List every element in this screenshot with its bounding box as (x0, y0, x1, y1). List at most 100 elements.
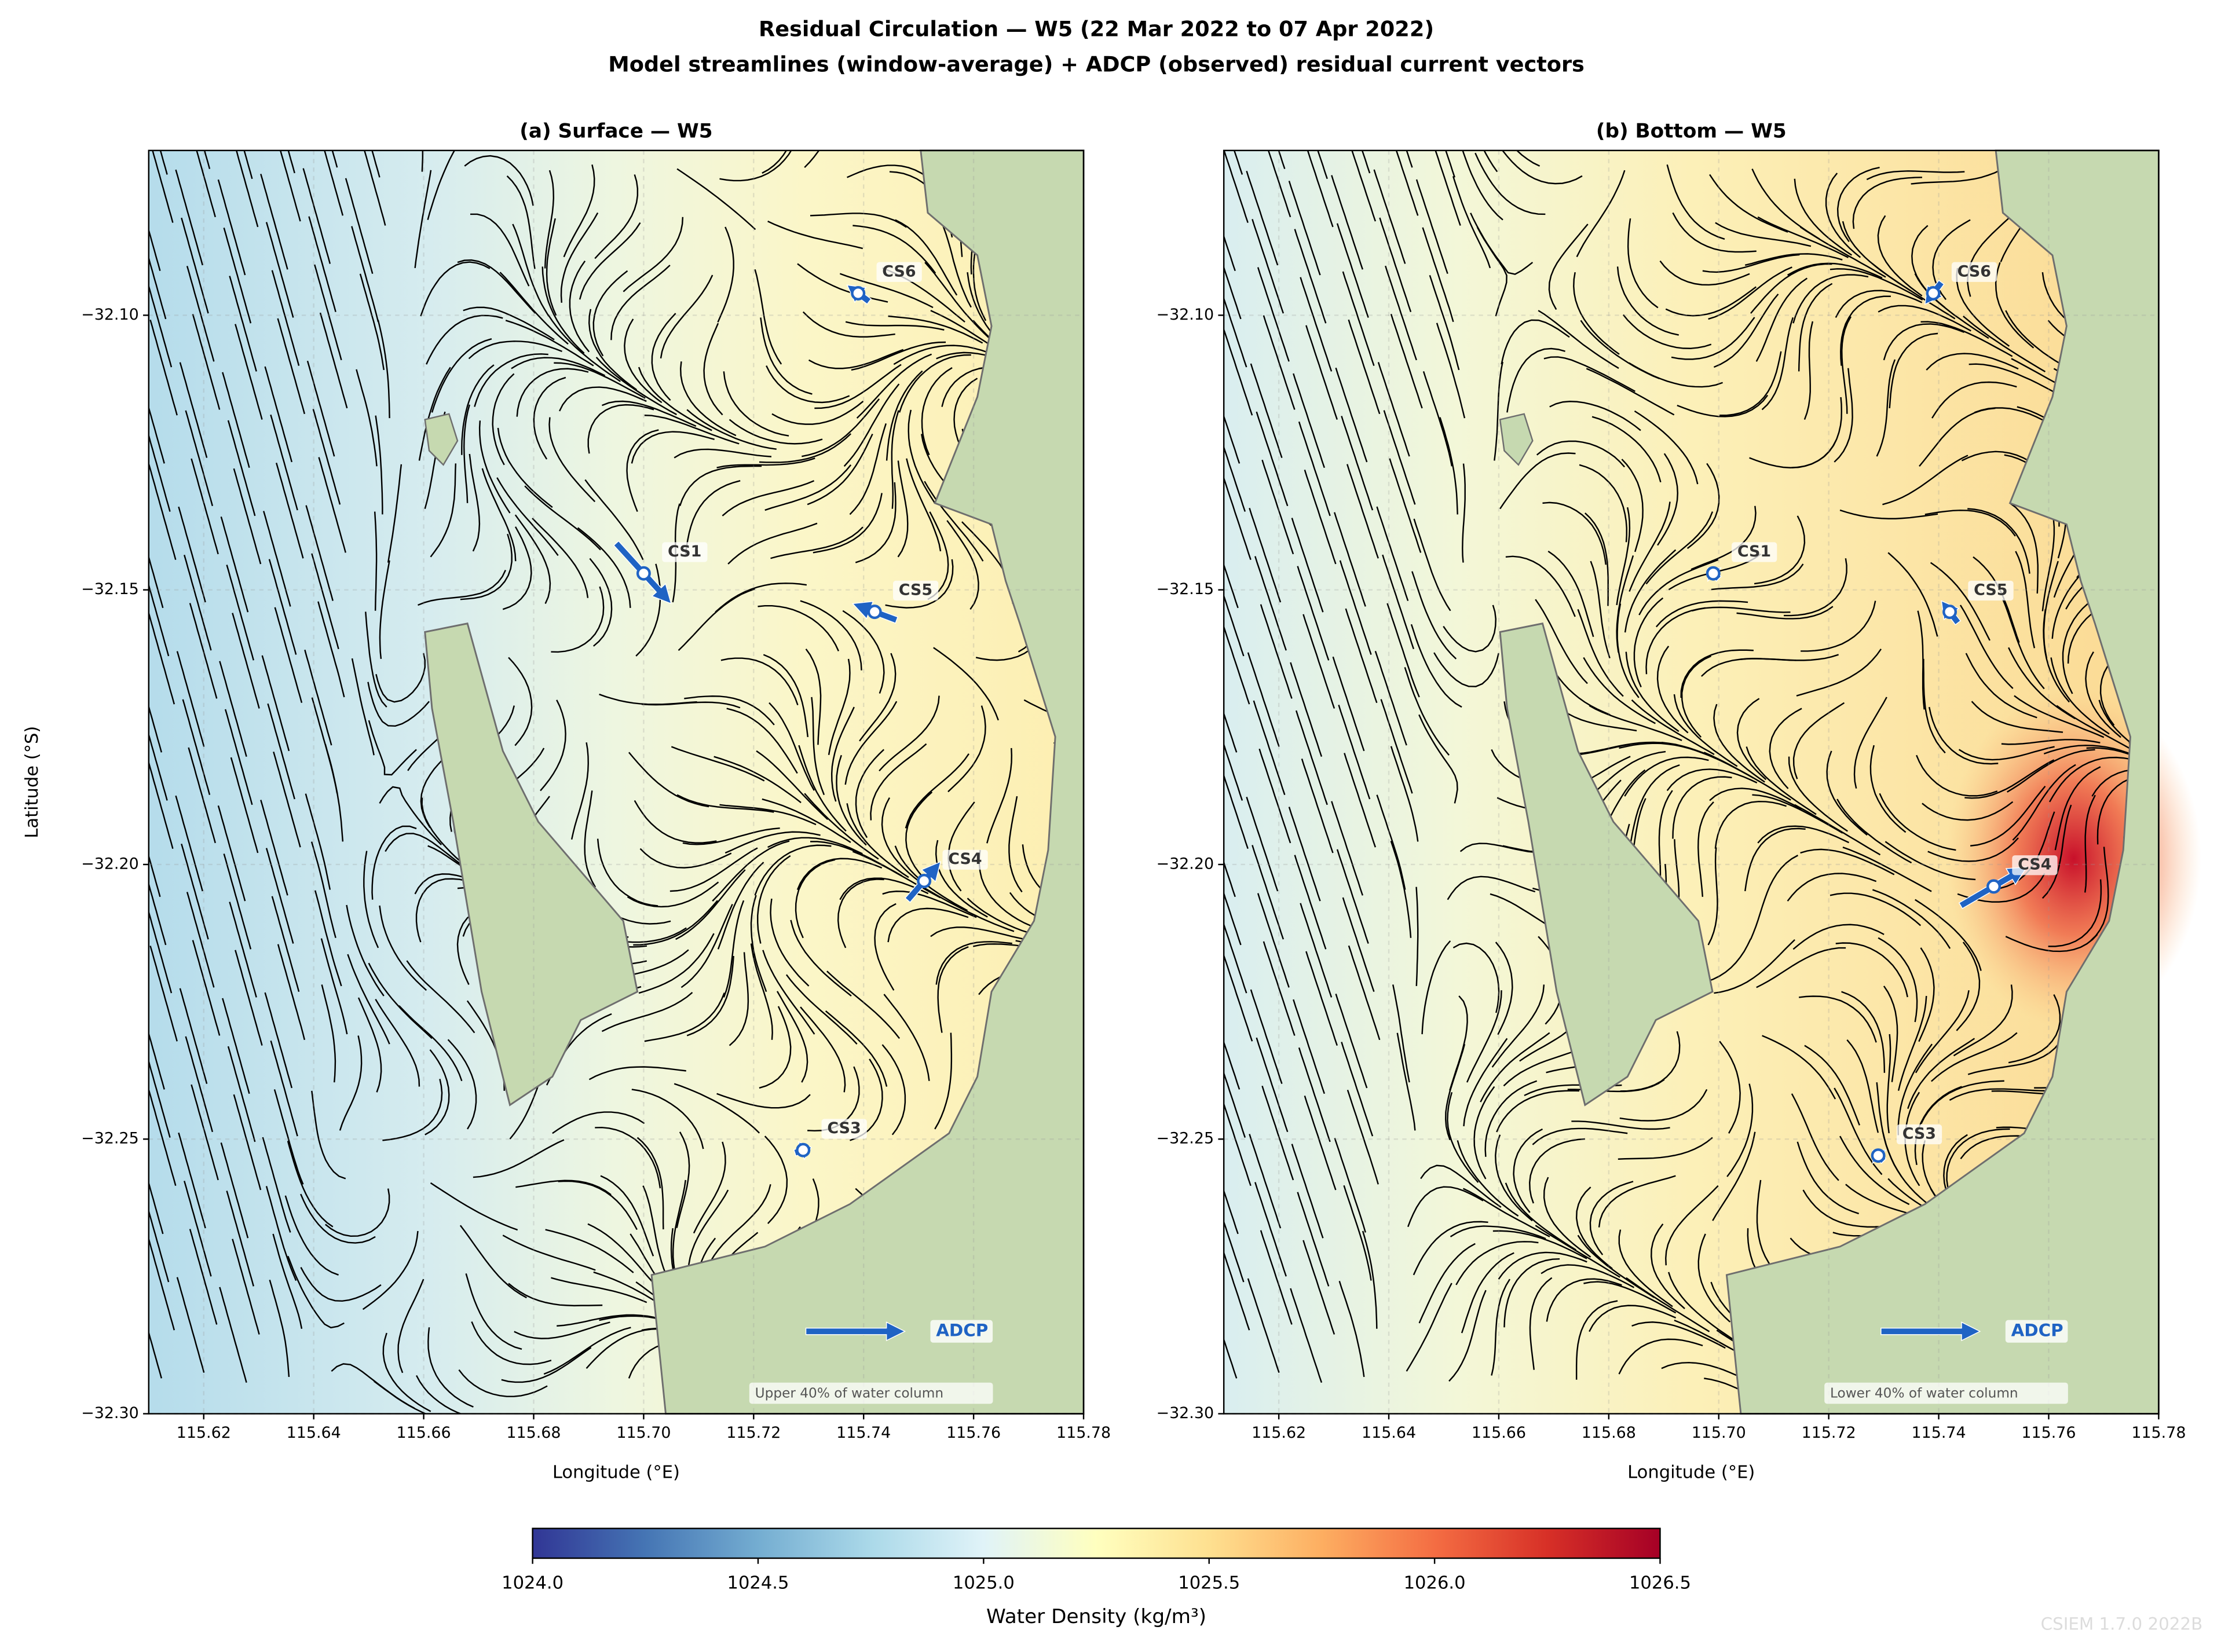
streamline (558, 386, 647, 412)
streamline (723, 900, 745, 998)
streamline (1879, 793, 1956, 851)
streamline (1714, 939, 1795, 994)
streamline (371, 150, 380, 178)
streamline (2043, 609, 2070, 703)
streamline (460, 533, 513, 600)
streamline (1680, 649, 1754, 698)
x-axis-label: Longitude (°E) (1627, 1463, 1755, 1483)
streamline (1658, 790, 1673, 887)
streamline (1740, 654, 1839, 661)
y-tick-label: −32.30 (1157, 1404, 1214, 1422)
streamline (716, 1093, 811, 1109)
streamline (1462, 1188, 1550, 1237)
map-panel: 115.62 115.64 115.66 115.68 115.70 115.72 115.… (22, 120, 1111, 1483)
streamline (1415, 179, 1448, 274)
streamline (808, 349, 904, 369)
streamline (727, 522, 818, 565)
streamline (805, 649, 822, 745)
streamline (364, 150, 386, 226)
streamline (1300, 277, 1333, 372)
streamline (541, 266, 585, 354)
streamline (986, 748, 1013, 844)
streamline (1835, 290, 1923, 318)
streamline (1548, 224, 1589, 310)
streamline (1841, 316, 1852, 414)
streamline (1466, 990, 1502, 1083)
streamline (447, 1039, 477, 1130)
streamline (1413, 1221, 1488, 1276)
streamline (148, 1181, 164, 1235)
streamline (175, 795, 203, 892)
streamline (275, 463, 304, 559)
streamline (1577, 609, 1624, 697)
streamline (2002, 599, 2045, 690)
x-tick-label: 115.76 (2021, 1424, 2076, 1442)
streamline (874, 903, 897, 991)
streamline (362, 1230, 419, 1310)
streamline (1970, 785, 2046, 847)
streamline (1224, 327, 1253, 416)
streamline (678, 588, 755, 651)
streamline (1461, 1252, 1514, 1334)
streamline (750, 895, 767, 992)
streamline (1586, 368, 1675, 416)
streamline (627, 881, 719, 908)
streamline (501, 1347, 592, 1383)
streamline (465, 1273, 522, 1350)
streamline (552, 1111, 645, 1134)
streamline (463, 306, 555, 340)
streamline (908, 409, 936, 504)
streamline (1407, 1186, 1484, 1228)
streamline (264, 992, 293, 1089)
streamline (2050, 657, 2110, 735)
streamline (219, 661, 247, 757)
streamline (346, 904, 385, 997)
streamline (188, 747, 216, 844)
streamline (1591, 416, 1662, 483)
streamline (1331, 175, 1364, 270)
streamline (427, 1327, 474, 1408)
streamline (1252, 845, 1285, 940)
streamline (570, 742, 589, 840)
streamline (1576, 170, 1626, 258)
streamline (883, 994, 930, 1081)
streamline (1757, 825, 1850, 844)
streamline (1713, 294, 1779, 368)
streamline (267, 703, 295, 800)
streamline (418, 570, 507, 606)
streamline (1436, 323, 1466, 419)
streamline (305, 505, 334, 601)
streamline (1447, 876, 1536, 900)
station-marker (867, 605, 882, 620)
streamline (1422, 371, 1453, 467)
streamline (1967, 508, 2030, 574)
streamline (623, 217, 684, 292)
streamline (1666, 768, 1758, 792)
streamline (763, 654, 809, 738)
streamline (382, 1079, 443, 1141)
streamline (1589, 705, 1682, 741)
streamline (1883, 323, 1965, 361)
streamline (264, 366, 293, 463)
streamline (2056, 705, 2143, 756)
streamline (279, 150, 301, 222)
map-panel: 115.62 115.64 115.66 115.68 115.70 115.72 115.… (1157, 120, 2201, 1483)
streamline (229, 902, 257, 998)
streamline (148, 1329, 163, 1379)
streamline (586, 1328, 673, 1369)
streamline (1869, 745, 1907, 833)
streamline (379, 786, 442, 845)
streamline (186, 892, 215, 988)
streamline (1448, 1290, 1487, 1382)
streamline (1709, 787, 1802, 810)
station-label: CS1 (668, 543, 701, 561)
streamline (1788, 756, 1848, 832)
streamline (937, 214, 972, 308)
streamline (458, 1369, 548, 1397)
streamline (548, 417, 596, 503)
streamline (1380, 699, 1413, 794)
streamline (375, 415, 383, 515)
streamline (767, 221, 863, 250)
streamline (1224, 234, 1236, 272)
streamline (600, 1175, 654, 1257)
